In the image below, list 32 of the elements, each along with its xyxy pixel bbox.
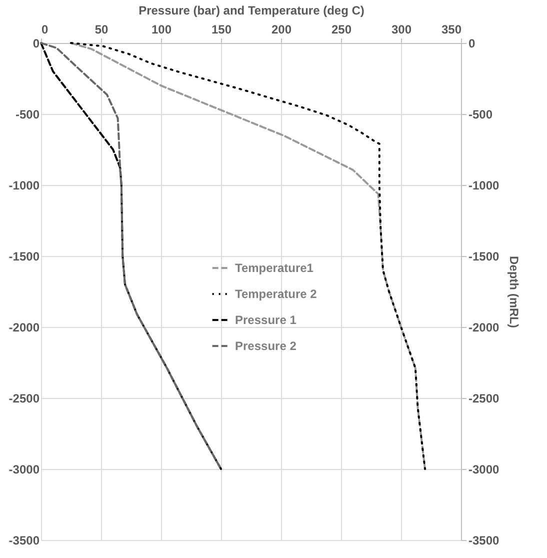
x-tick-label: 200 <box>271 22 292 36</box>
x-tick-label: 50 <box>94 22 108 36</box>
y2-tick-label: -2500 <box>468 392 500 406</box>
x-tick-label: 100 <box>151 22 172 36</box>
y-tick-label: -2000 <box>8 320 40 334</box>
y-tick-label: -3500 <box>8 534 40 548</box>
y-tick-label: -500 <box>15 108 40 122</box>
legend-label: Temperature 2 <box>235 287 318 301</box>
y-tick-label: 0 <box>32 36 40 50</box>
y2-axis-title: Depth (mRL) <box>507 256 522 328</box>
y-tick-label: -3000 <box>8 462 40 476</box>
legend-label: Temperature1 <box>235 261 314 275</box>
x-tick-label: 250 <box>331 22 352 36</box>
y-tick-label: -2500 <box>8 392 40 406</box>
y2-tick-label: -1500 <box>468 250 500 264</box>
y2-tick-label: -3000 <box>468 462 500 476</box>
line-series <box>40 42 222 470</box>
x-tick-label: 150 <box>211 22 232 36</box>
legend-label: Pressure 2 <box>235 339 297 353</box>
x-tick-label: 350 <box>441 22 462 36</box>
y2-tick-label: 0 <box>468 36 476 50</box>
line-series <box>70 42 426 470</box>
legend-label: Pressure 1 <box>235 313 297 327</box>
y2-tick-label: -500 <box>468 108 493 122</box>
x-tick-label: 0 <box>42 22 48 36</box>
y-tick-label: -1000 <box>8 178 40 192</box>
x-tick-label: 300 <box>391 22 412 36</box>
y-tick-label: -1500 <box>8 250 40 264</box>
y2-tick-label: -2000 <box>468 320 500 334</box>
x-axis-title: Pressure (bar) and Temperature (deg C) <box>138 4 364 18</box>
y2-tick-label: -3500 <box>468 534 500 548</box>
y2-tick-label: -1000 <box>468 178 500 192</box>
